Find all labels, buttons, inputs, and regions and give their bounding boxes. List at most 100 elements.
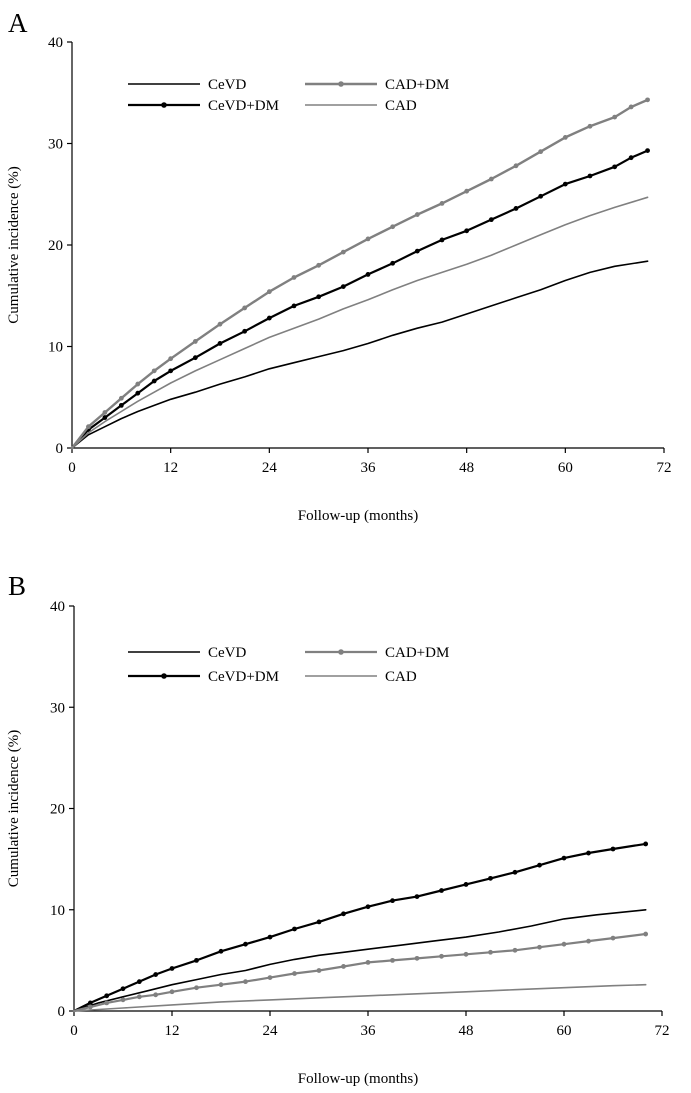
series-line-cad-plus-dm (70, 98, 649, 450)
data-point-cevd-plus-dm (169, 966, 175, 971)
chart-panel-b: B 0 10 20 30 40 0 12 24 36 48 60 72 Follow-up (months… (6, 571, 670, 1087)
y-axis-title: Cumulative incidence (%) (6, 166, 22, 323)
data-point-cad-plus-dm (365, 236, 371, 242)
legend-label-cevd: CeVD (208, 77, 246, 93)
data-point-cad-plus-dm (218, 982, 224, 988)
data-point-cad-plus-dm (243, 979, 248, 985)
data-point-cevd-plus-dm (612, 164, 618, 170)
data-point-cevd-plus-dm (316, 919, 322, 925)
x-tick-label: 36 (361, 460, 377, 476)
data-point-cad-plus-dm (217, 321, 223, 327)
data-point-cad-plus-dm (316, 968, 322, 973)
data-point-cevd-plus-dm (168, 368, 174, 374)
data-point-cevd-plus-dm (267, 934, 273, 940)
legend: CeVD CeVD+DM CAD+DM CAD (128, 77, 449, 114)
data-point-cad-plus-dm (439, 953, 444, 959)
data-point-cevd-plus-dm (561, 855, 567, 861)
data-point-cevd-plus-dm (365, 904, 371, 910)
x-axis-title: Follow-up (months) (298, 1071, 418, 1087)
data-point-cad-plus-dm (439, 200, 445, 206)
x-tick-label: 72 (655, 1023, 670, 1039)
data-point-cevd-plus-dm (194, 957, 199, 963)
data-point-cad-plus-dm (151, 368, 157, 374)
data-point-cevd-plus-dm (136, 979, 142, 985)
x-tick-label: 12 (163, 460, 178, 476)
data-point-cevd-plus-dm (104, 993, 110, 999)
data-point-cevd-plus-dm (439, 888, 444, 893)
data-point-cad-plus-dm (153, 992, 159, 998)
data-point-cad-plus-dm (538, 149, 544, 155)
x-tick-label: 60 (557, 1023, 572, 1039)
data-point-cad-plus-dm (291, 275, 297, 280)
data-point-cevd-plus-dm (266, 315, 272, 321)
data-point-cad-plus-dm (463, 951, 469, 957)
x-tick-label: 48 (459, 460, 474, 476)
series-line-cevd (71, 260, 649, 449)
data-point-cevd-plus-dm (538, 193, 544, 199)
x-tick-label: 48 (459, 1023, 474, 1039)
data-point-cevd-plus-dm (414, 248, 420, 254)
y-tick-label: 30 (48, 137, 63, 153)
data-point-cad-plus-dm (242, 305, 248, 311)
y-tick-label: 40 (50, 599, 65, 615)
series-line-cad (73, 983, 647, 1012)
x-tick-label: 60 (558, 460, 573, 476)
data-point-cad-plus-dm (561, 941, 567, 947)
y-tick-label: 40 (48, 35, 63, 51)
data-point-cad-plus-dm (87, 1004, 93, 1010)
data-point-cevd-plus-dm (645, 148, 650, 154)
data-point-cad-plus-dm (267, 975, 273, 980)
legend-label-cevd-plus-dm: CeVD+DM (208, 98, 279, 114)
data-point-cevd-plus-dm (439, 237, 445, 243)
x-tick-label: 36 (361, 1023, 377, 1039)
legend-label-cevd: CeVD (208, 645, 246, 661)
data-point-cevd-plus-dm (340, 284, 346, 290)
y-tick-label: 20 (48, 238, 63, 254)
x-tick-label: 0 (70, 1023, 78, 1039)
data-point-cad-plus-dm (136, 994, 142, 1000)
data-point-cad-plus-dm (340, 249, 346, 255)
y-tick-label: 20 (50, 802, 65, 818)
data-point-cad-plus-dm (194, 985, 199, 991)
data-point-cad-plus-dm (464, 188, 470, 194)
data-point-cad-plus-dm (562, 135, 568, 140)
data-point-cad-plus-dm (612, 114, 618, 120)
data-point-cevd-plus-dm (291, 303, 297, 309)
series-line-cevd-plus-dm (72, 842, 647, 1013)
data-point-cevd-plus-dm (488, 217, 494, 223)
data-point-cad-plus-dm (488, 949, 493, 955)
data-point-cevd-plus-dm (87, 1000, 93, 1006)
data-point-cad-plus-dm (537, 944, 542, 950)
data-point-cad-plus-dm (610, 935, 616, 941)
data-point-cad-plus-dm (643, 931, 649, 937)
data-point-cad-plus-dm (587, 123, 593, 129)
data-point-cevd-plus-dm (192, 355, 198, 361)
y-tick-label: 30 (50, 700, 65, 716)
data-point-cevd-plus-dm (292, 926, 297, 932)
data-point-cevd-plus-dm (135, 390, 141, 396)
data-point-cevd-plus-dm (513, 206, 519, 211)
data-point-cevd-plus-dm (217, 341, 223, 346)
chart-panel-a: A 0 10 20 30 40 0 12 24 36 48 60 72 Follow-up (months… (6, 8, 672, 524)
data-point-cevd-plus-dm (586, 850, 591, 856)
data-point-cad-plus-dm (414, 212, 420, 217)
data-point-cevd-plus-dm (562, 181, 568, 187)
y-tick-label: 0 (58, 1004, 66, 1020)
data-point-cad-plus-dm (316, 262, 322, 268)
y-tick-label: 0 (56, 441, 64, 457)
legend-label-cad: CAD (385, 669, 417, 685)
data-point-cevd-plus-dm (643, 841, 649, 847)
data-point-cevd-plus-dm (341, 911, 346, 917)
data-point-cevd-plus-dm (390, 260, 396, 266)
data-point-cad-plus-dm (645, 97, 650, 103)
data-point-cevd-plus-dm (151, 378, 157, 384)
x-tick-label: 72 (657, 460, 672, 476)
data-point-cevd-plus-dm (610, 846, 616, 852)
y-tick-label: 10 (48, 340, 63, 356)
data-point-cad-plus-dm (104, 1000, 110, 1006)
data-point-cad-plus-dm (169, 989, 175, 995)
legend-marker-cad-plus-dm (338, 81, 344, 87)
legend-marker-cevd-plus-dm (161, 673, 167, 679)
data-point-cevd-plus-dm (463, 882, 469, 887)
